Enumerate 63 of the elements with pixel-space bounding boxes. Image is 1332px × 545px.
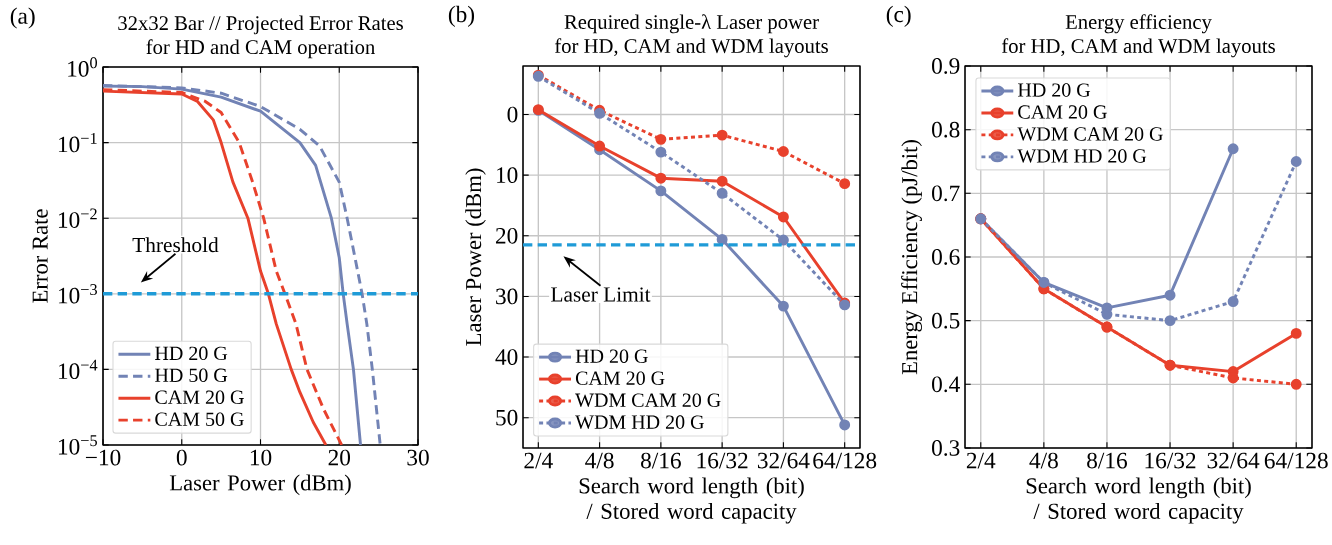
x-tick-label: 2/4 [966, 452, 996, 469]
x-axis-title: Laser Power (dBm) [169, 474, 351, 496]
legend-label: CAM 20 G [1018, 105, 1107, 119]
x-tick-label: 32/64 [1207, 452, 1260, 469]
y-axis-title: Energy Efficiency (pJ/bit) [901, 140, 922, 375]
x-tick-label: 16/32 [1145, 452, 1196, 469]
legend-label: HD 20 G [155, 346, 228, 361]
y-tick-label: 0.7 [932, 185, 960, 202]
ref-line-label: Laser Limit [551, 287, 651, 302]
y-tick-label: 0.6 [932, 249, 960, 265]
chart-title: Required single-λ Laser power [564, 14, 819, 34]
x-tick-label: 64/128 [1264, 452, 1328, 469]
chart-subtitle: for HD, CAM and WDM layouts [1001, 38, 1275, 58]
text: (a) [10, 7, 35, 29]
y-tick-label: 50 [496, 409, 518, 426]
x-tick-label: 20 [328, 449, 351, 466]
legend-label: WDM CAM 20 G [575, 393, 721, 407]
y-tick-label: 10$^{−1}$ [58, 132, 97, 153]
y-tick-label: 10$^{−2}$ [58, 208, 97, 228]
chart-title: 32x32 Bar // Projected Error Rates [118, 15, 403, 35]
y-tick-label: 10 [497, 167, 518, 184]
legend-label: CAM 20 G [155, 390, 244, 405]
y-tick-label: 20 [495, 227, 518, 244]
legend-label: WDM CAM 20 G [1017, 127, 1163, 141]
y-tick-label: 10$^{−3}$ [58, 284, 97, 304]
chart-title: Energy efficiency [1065, 14, 1212, 34]
x-tick-label: 8/16 [641, 452, 681, 469]
y-tick-label: 40 [495, 349, 518, 365]
legend-label: WDM HD 20 G [1017, 149, 1147, 163]
chart-subtitle: for HD and CAM operation [146, 39, 375, 59]
chart-subtitle: for HD, CAM and WDM layouts [554, 38, 828, 58]
y-axis-title: Error Rate [32, 209, 48, 303]
text: (c) [886, 5, 911, 27]
x-tick-label: 10 [250, 449, 272, 466]
x-tick-label: 4/8 [1029, 452, 1058, 469]
y-tick-label: 10$^{−4}$ [58, 359, 98, 380]
x-tick-label: 0 [176, 449, 187, 466]
x-tick-label: 2/4 [524, 452, 553, 469]
y-tick-label: 0.9 [932, 58, 960, 74]
x-axis-title: Search word length (bit) / Stored word capacity [1026, 477, 1251, 524]
y-tick-label: 0.5 [932, 312, 960, 329]
legend-label: CAM 50 G [155, 412, 244, 426]
legend-label: WDM HD 20 G [575, 415, 704, 429]
x-tick-label: 4/8 [585, 452, 614, 469]
legend-label: HD 20 G [575, 349, 648, 363]
legend-label: HD 20 G [1018, 83, 1091, 97]
legend-label: CAM 20 G [575, 371, 665, 385]
y-tick-label: 0.4 [932, 376, 960, 393]
y-tick-label: 0.3 [932, 440, 960, 456]
x-tick-label: 30 [407, 449, 429, 466]
ref-line-label: Threshold [132, 237, 219, 253]
x-tick-label: 16/32 [697, 452, 748, 469]
y-tick-label: 10$^{0}$ [68, 57, 98, 77]
y-axis-title: Laser Power (dBm) [465, 168, 486, 346]
text: (b) [448, 5, 475, 27]
x-tick-label: 8/16 [1087, 452, 1128, 469]
x-axis-title: Search word length (bit) / Stored word capacity [579, 477, 804, 524]
x-tick-label: 32/64 [757, 452, 810, 469]
legend-label: HD 50 G [155, 368, 228, 383]
y-tick-label: 30 [496, 288, 518, 305]
y-tick-label: 0.8 [932, 121, 960, 138]
y-tick-label: 0 [507, 106, 518, 123]
x-tick-label: 64/128 [813, 452, 877, 469]
